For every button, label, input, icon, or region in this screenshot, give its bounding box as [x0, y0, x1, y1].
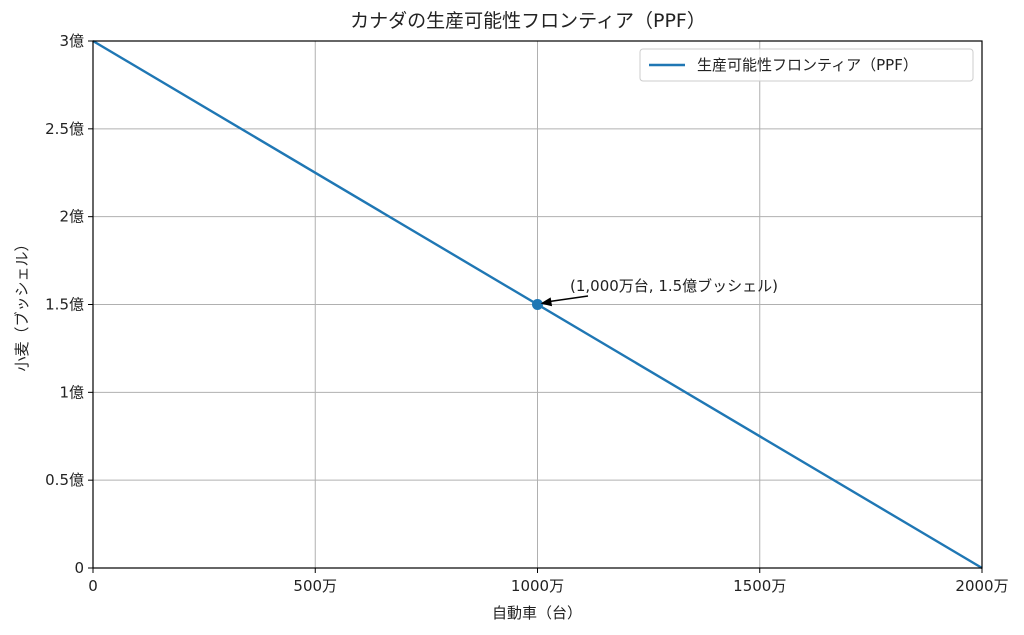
legend-box	[639, 48, 974, 82]
x-tick-label: 1000万	[511, 577, 564, 595]
x-tick-label: 0	[88, 577, 98, 595]
x-tick-label: 2000万	[955, 577, 1008, 595]
x-axis-label: 自動車（台）	[492, 604, 582, 622]
annotation-label: (1,000万台, 1.5億ブッシェル)	[570, 277, 778, 295]
y-tick-label: 1.5億	[45, 296, 84, 314]
legend-label: 生産可能性フロンティア（PPF）	[697, 56, 918, 74]
y-tick-label: 0	[74, 559, 84, 577]
x-tick-label: 1500万	[733, 577, 786, 595]
series-layer	[92, 39, 983, 570]
highlight-point	[532, 299, 543, 310]
legend: 生産可能性フロンティア（PPF）	[639, 48, 974, 82]
y-axis-label: 小麦（ブッシェル）	[13, 236, 31, 371]
y-tick-label: 2億	[59, 208, 84, 226]
y-tick-label: 2.5億	[45, 120, 84, 138]
x-tick-label: 500万	[293, 577, 337, 595]
annotation: (1,000万台, 1.5億ブッシェル)	[540, 277, 778, 307]
y-tick-label: 1億	[59, 383, 84, 401]
axis-ticks: 0 500万 1000万 1500万 2000万 0 0.5億 1億 1.5億 2億 2.5億 3億	[45, 32, 1008, 595]
annotation-arrow	[549, 295, 589, 303]
annotation-arrowhead	[540, 297, 553, 307]
y-tick-label: 0.5億	[45, 471, 84, 489]
y-tick-label: 3億	[59, 32, 84, 50]
chart-title: カナダの生産可能性フロンティア（PPF）	[350, 10, 706, 32]
